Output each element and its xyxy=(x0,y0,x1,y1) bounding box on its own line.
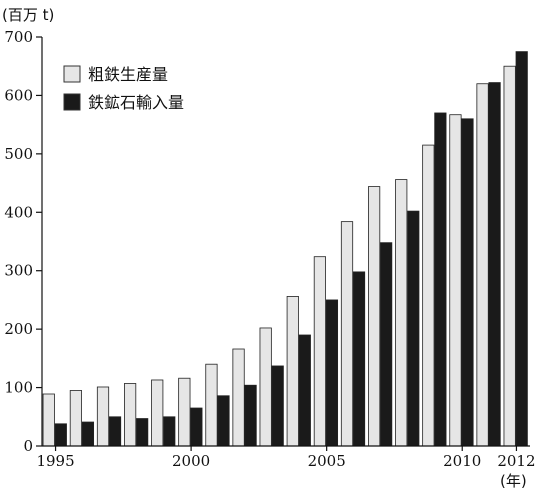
x-tick-label: 2012 xyxy=(497,452,535,470)
bar-crude-steel xyxy=(313,256,326,447)
y-tick-label: 200 xyxy=(4,320,33,338)
bar-crude-steel xyxy=(178,377,191,447)
x-axis-ticks: 1995 2000 2005 2010 2012 xyxy=(36,446,535,470)
y-tick-label: 600 xyxy=(4,86,33,104)
bar-iron-ore xyxy=(217,395,230,447)
bar-iron-ore xyxy=(136,418,149,447)
x-tick-label: 2010 xyxy=(443,452,481,470)
bar-crude-steel xyxy=(286,296,299,447)
bar-crude-steel xyxy=(42,393,55,447)
bar-crude-steel xyxy=(96,386,110,447)
y-tick-label: 0 xyxy=(23,437,33,455)
bar-iron-ore xyxy=(325,299,339,447)
y-tick-label: 300 xyxy=(4,262,33,280)
bar-iron-ore xyxy=(81,421,95,447)
bar-crude-steel xyxy=(124,383,137,447)
bar-iron-ore xyxy=(54,423,67,447)
bar-iron-ore xyxy=(488,82,501,447)
legend-swatch-iron-ore xyxy=(63,93,81,111)
bar-crude-steel xyxy=(395,179,408,447)
y-axis-ticks: 0 100 200 300 400 500 600 700 xyxy=(4,28,42,455)
bar-iron-ore xyxy=(515,51,528,447)
bar-crude-steel xyxy=(205,363,218,447)
bar-crude-steel xyxy=(69,390,82,447)
bar-iron-ore xyxy=(298,334,311,447)
bar-iron-ore xyxy=(163,416,176,447)
bar-crude-steel xyxy=(340,221,354,447)
bar-crude-steel xyxy=(232,348,245,447)
bar-crude-steel xyxy=(503,65,516,447)
bar-iron-ore xyxy=(244,384,257,447)
bar-crude-steel xyxy=(449,114,462,447)
y-tick-label: 400 xyxy=(4,203,33,221)
bar-crude-steel xyxy=(368,186,381,447)
bar-crude-steel xyxy=(151,379,164,447)
y-tick-label: 100 xyxy=(4,379,33,397)
legend: 粗鉄生産量 鉄鉱石輸入量 xyxy=(63,65,184,112)
x-tick-label: 2005 xyxy=(308,452,346,470)
y-axis-unit-label: (百万 t) xyxy=(2,6,54,24)
bar-iron-ore xyxy=(352,271,366,447)
y-tick-label: 700 xyxy=(4,28,33,46)
x-axis-unit-label: (年) xyxy=(500,472,527,490)
bar-iron-ore xyxy=(461,118,474,447)
bar-iron-ore xyxy=(407,210,420,447)
bar-crude-steel xyxy=(259,327,272,447)
x-tick-label: 2000 xyxy=(172,452,210,470)
bar-iron-ore xyxy=(190,407,203,447)
bar-crude-steel xyxy=(422,144,435,447)
y-tick-label: 500 xyxy=(4,145,33,163)
legend-label-iron-ore: 鉄鉱石輸入量 xyxy=(88,93,184,112)
bar-iron-ore xyxy=(380,242,393,447)
bar-iron-ore xyxy=(108,416,122,447)
legend-swatch-crude-steel xyxy=(63,65,81,83)
bar-crude-steel xyxy=(476,83,489,447)
x-tick-label: 1995 xyxy=(36,452,74,470)
bar-iron-ore xyxy=(271,365,284,447)
bar-iron-ore xyxy=(434,112,447,447)
legend-label-crude-steel: 粗鉄生産量 xyxy=(88,65,168,84)
